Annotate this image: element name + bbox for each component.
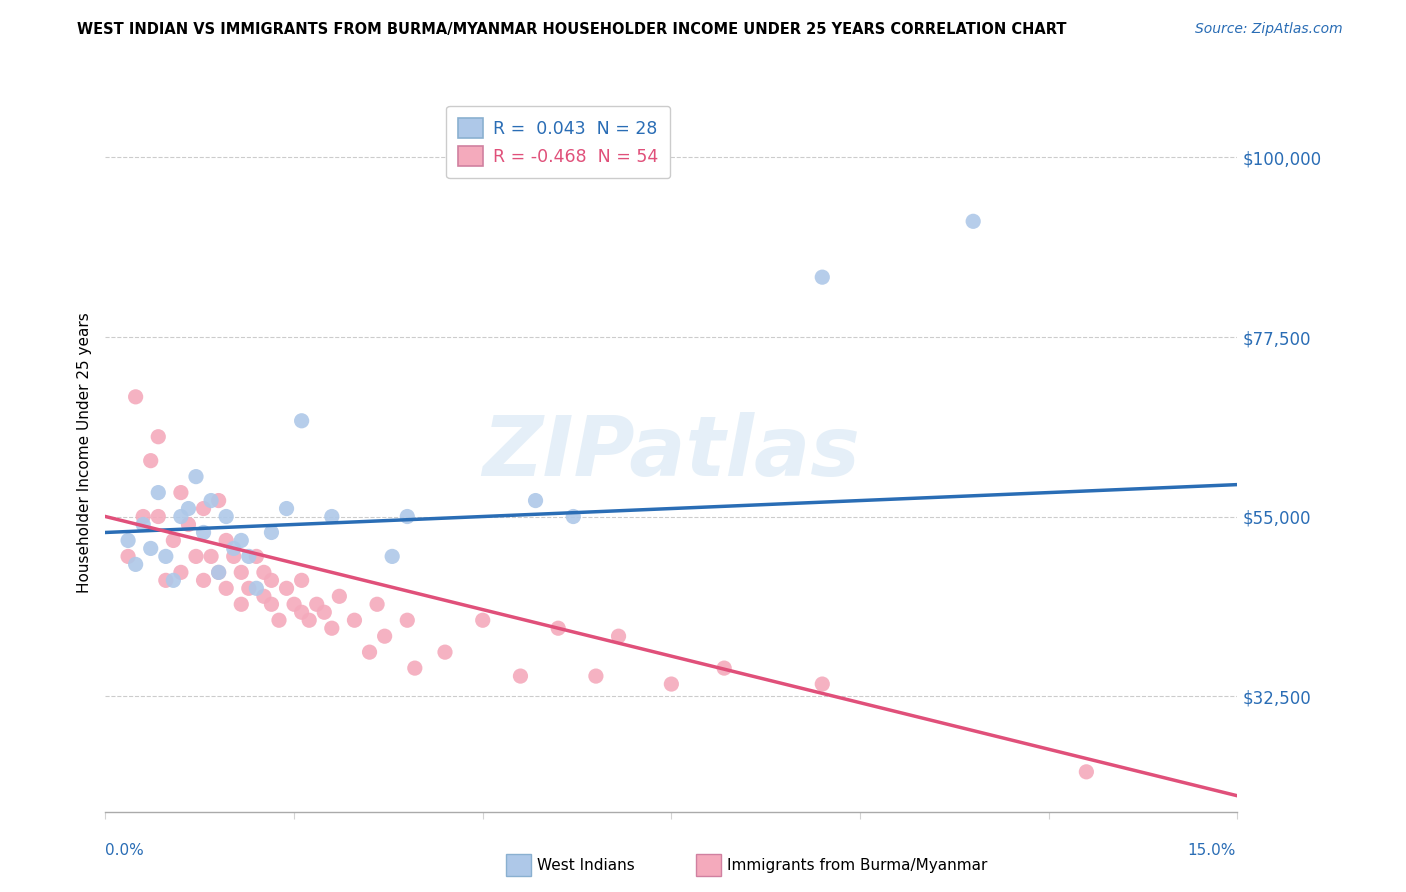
Point (238, 549, 260, 564)
Point (215, 533, 238, 548)
Point (200, 549, 222, 564)
Point (162, 574, 184, 588)
Point (374, 629, 396, 643)
Legend: R =  0.043  N = 28, R = -0.468  N = 54: R = 0.043 N = 28, R = -0.468 N = 54 (446, 106, 671, 178)
Point (148, 430, 170, 444)
Point (509, 669, 531, 683)
Point (328, 589, 350, 603)
Point (193, 525, 215, 540)
Y-axis label: Householder Income Under 25 years: Householder Income Under 25 years (76, 312, 91, 593)
Point (607, 629, 630, 643)
Point (283, 597, 305, 611)
Point (132, 509, 155, 524)
Point (208, 566, 231, 580)
Point (215, 509, 238, 524)
Point (253, 566, 276, 580)
Point (260, 597, 283, 611)
Point (170, 485, 193, 500)
Point (148, 485, 170, 500)
Point (193, 574, 215, 588)
Point (471, 613, 494, 627)
Point (231, 597, 253, 611)
Text: Source: ZipAtlas.com: Source: ZipAtlas.com (1195, 22, 1343, 37)
Text: Immigrants from Burma/Myanmar: Immigrants from Burma/Myanmar (727, 858, 987, 872)
Point (1076, 764, 1098, 779)
Text: ZIPatlas: ZIPatlas (482, 412, 860, 493)
Point (170, 509, 193, 524)
Point (260, 525, 283, 540)
Point (253, 589, 276, 603)
Point (585, 669, 607, 683)
Point (117, 533, 139, 548)
Point (124, 390, 146, 404)
Point (117, 549, 139, 564)
Point (184, 549, 207, 564)
Point (404, 661, 426, 675)
Point (811, 677, 834, 691)
Point (366, 597, 388, 611)
Point (193, 501, 215, 516)
Point (124, 558, 146, 572)
Point (170, 566, 193, 580)
Point (148, 509, 170, 524)
Point (562, 509, 585, 524)
Point (238, 582, 260, 596)
Point (245, 582, 267, 596)
Point (321, 509, 343, 524)
Point (291, 574, 314, 588)
Point (267, 613, 290, 627)
Point (343, 613, 366, 627)
Point (231, 533, 253, 548)
Point (139, 453, 162, 467)
Point (811, 270, 834, 285)
Point (132, 517, 155, 532)
Point (661, 677, 683, 691)
Point (276, 501, 298, 516)
Point (260, 574, 283, 588)
Point (321, 621, 343, 635)
Point (155, 574, 177, 588)
Text: 15.0%: 15.0% (1188, 843, 1236, 858)
Point (208, 566, 231, 580)
Point (200, 493, 222, 508)
Point (381, 549, 404, 564)
Point (396, 509, 419, 524)
Point (305, 597, 328, 611)
Point (396, 613, 419, 627)
Text: 0.0%: 0.0% (105, 843, 145, 858)
Point (231, 566, 253, 580)
Point (177, 517, 200, 532)
Point (276, 582, 298, 596)
Point (215, 582, 238, 596)
Point (177, 501, 200, 516)
Point (208, 493, 231, 508)
Point (184, 469, 207, 483)
Point (433, 645, 456, 659)
Point (298, 613, 321, 627)
Point (139, 541, 162, 556)
Point (359, 645, 381, 659)
Point (314, 605, 336, 619)
Text: West Indians: West Indians (537, 858, 636, 872)
Point (155, 549, 177, 564)
Point (222, 541, 245, 556)
Text: WEST INDIAN VS IMMIGRANTS FROM BURMA/MYANMAR HOUSEHOLDER INCOME UNDER 25 YEARS C: WEST INDIAN VS IMMIGRANTS FROM BURMA/MYA… (77, 22, 1067, 37)
Point (547, 621, 569, 635)
Point (222, 549, 245, 564)
Point (291, 605, 314, 619)
Point (291, 414, 314, 428)
Point (713, 661, 735, 675)
Point (162, 533, 184, 548)
Point (962, 214, 984, 228)
Point (524, 493, 547, 508)
Point (245, 549, 267, 564)
